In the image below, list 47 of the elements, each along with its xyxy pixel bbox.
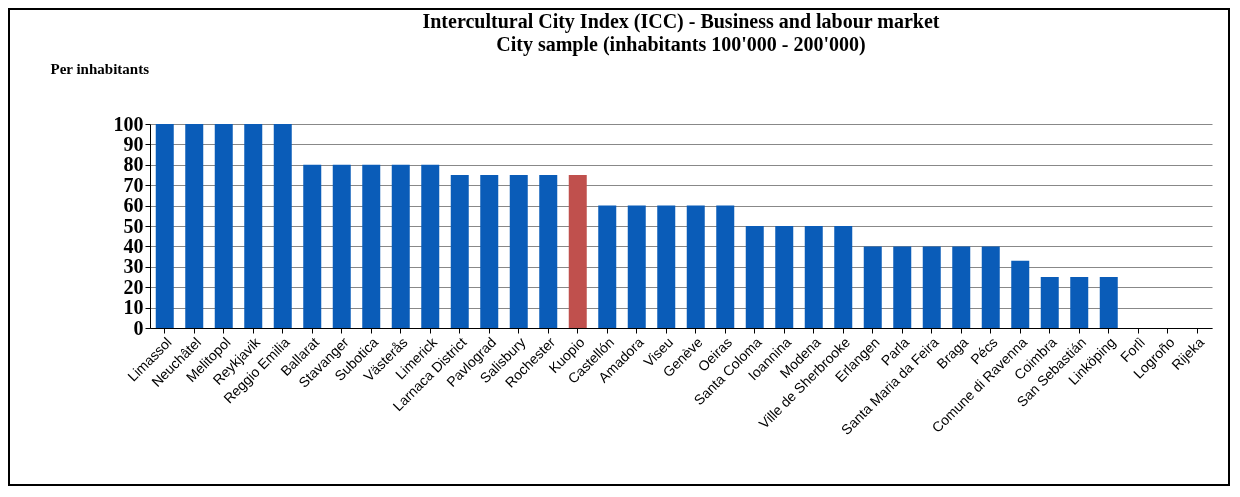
bar [804, 226, 823, 328]
bar [981, 246, 1000, 328]
bar [775, 226, 794, 328]
bar [627, 205, 646, 328]
bar [480, 175, 499, 328]
y-axis-title: Per inhabitants [50, 60, 150, 77]
bar [598, 205, 617, 328]
bar [922, 246, 941, 328]
bar [952, 246, 971, 328]
bar [303, 164, 322, 328]
y-tick-label: 60 [123, 194, 144, 217]
y-tick-label: 50 [123, 214, 144, 237]
bar [745, 226, 764, 328]
chart-subtitle: City sample (inhabitants 100'000 - 200'000) [496, 33, 866, 56]
y-tick-label: 10 [123, 296, 144, 319]
y-tick-label: 80 [123, 153, 144, 176]
bar [1099, 277, 1118, 328]
bar [214, 124, 233, 328]
bar [1011, 260, 1030, 328]
bar [332, 164, 351, 328]
bar [273, 124, 292, 328]
y-tick-label: 20 [123, 275, 144, 298]
bar [716, 205, 735, 328]
bar [362, 164, 381, 328]
bar [686, 205, 705, 328]
bar [244, 124, 263, 328]
bar [155, 124, 174, 328]
bar [863, 246, 882, 328]
bar [185, 124, 204, 328]
chart-title: Intercultural City Index (ICC) - Business and labour market [422, 10, 940, 33]
bar [421, 164, 440, 328]
y-tick-label: 0 [133, 316, 144, 339]
bar [509, 175, 528, 328]
y-tick-label: 70 [123, 173, 144, 196]
bar [391, 164, 410, 328]
y-tick-label: 40 [123, 234, 144, 257]
y-tick-label: 100 [113, 112, 144, 135]
bar [657, 205, 676, 328]
y-tick-label: 30 [123, 255, 144, 278]
y-tick-label: 90 [123, 132, 144, 155]
bar [834, 226, 853, 328]
bar [450, 175, 469, 328]
bar [539, 175, 558, 328]
bar [568, 175, 587, 328]
bar [1040, 277, 1059, 328]
bar [893, 246, 912, 328]
bar [1070, 277, 1089, 328]
